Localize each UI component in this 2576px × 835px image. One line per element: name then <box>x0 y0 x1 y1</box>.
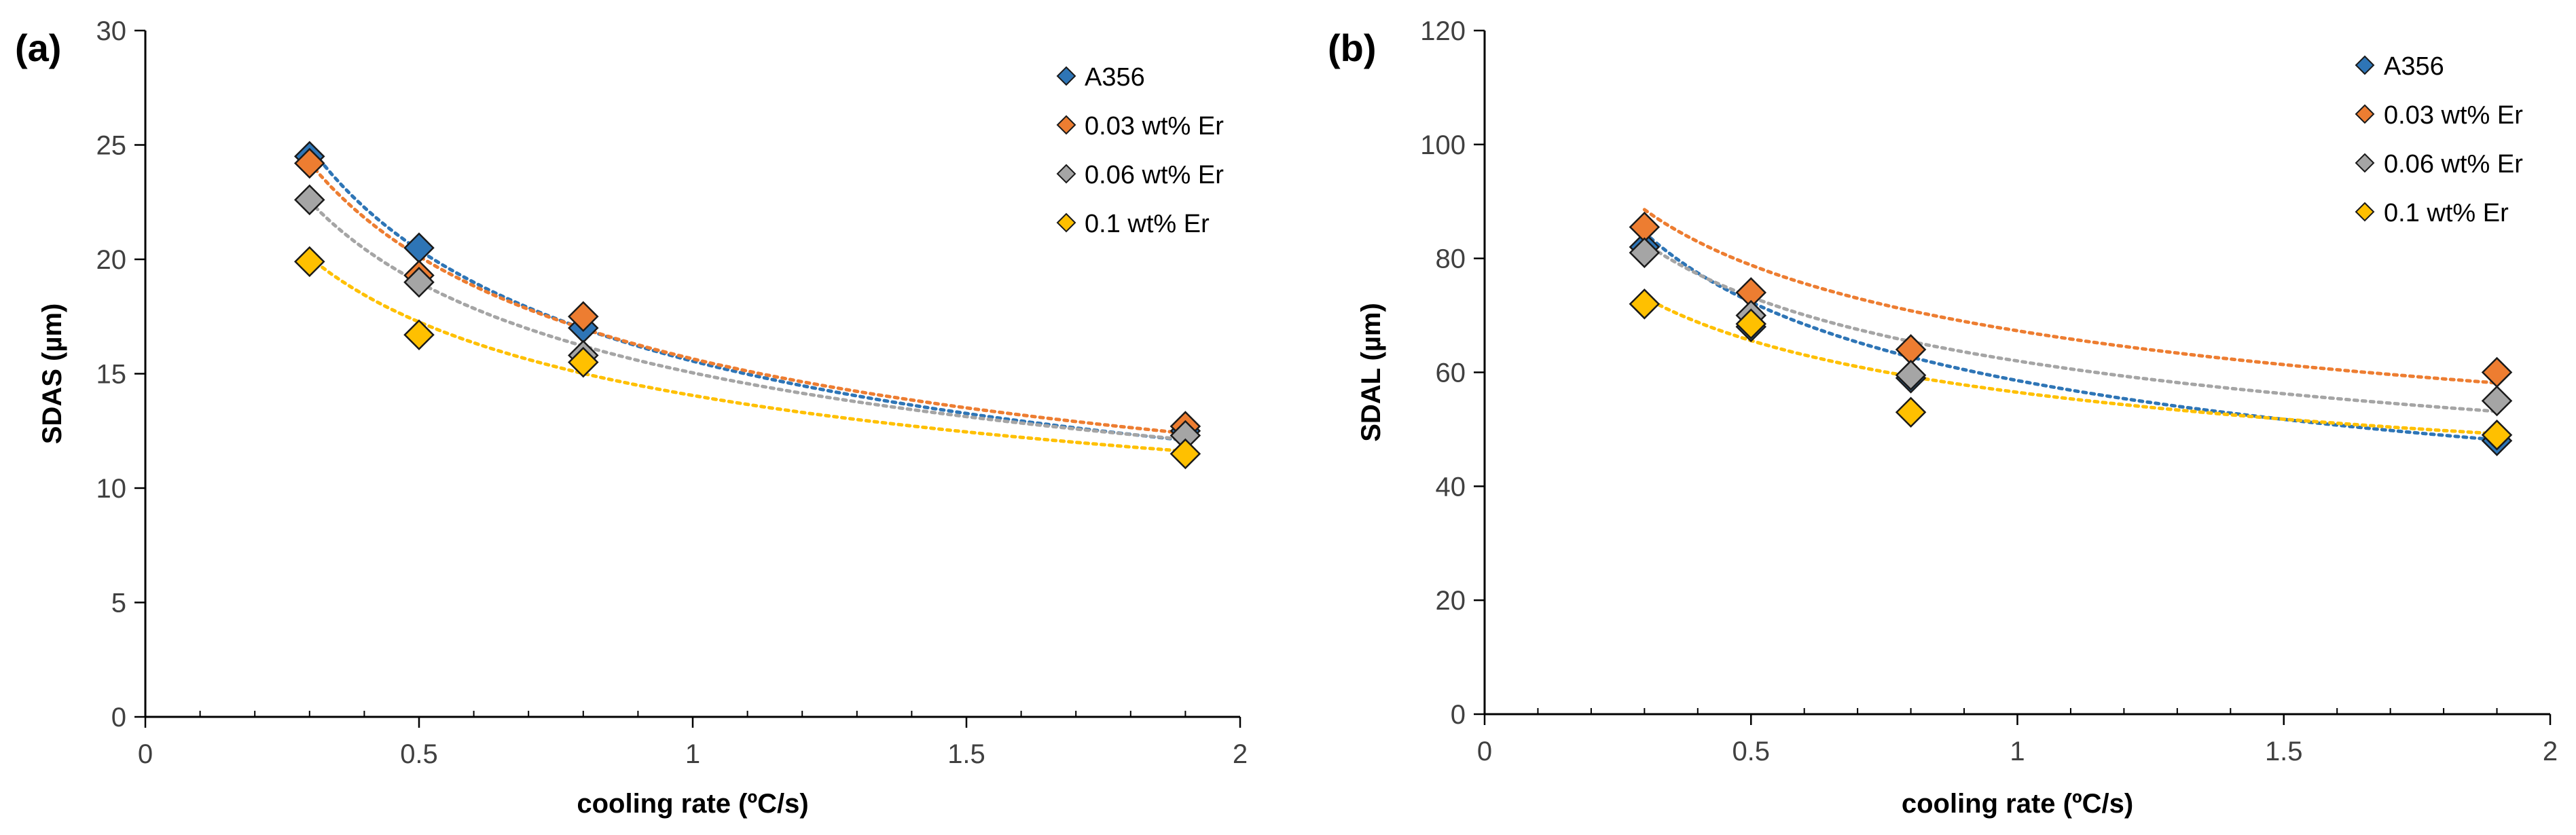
y-tick-label: 30 <box>96 16 127 46</box>
x-tick-label: 2 <box>2543 737 2558 766</box>
data-point-series-3 <box>1735 308 1767 339</box>
data-point-series-1 <box>294 147 325 179</box>
y-tick-label: 40 <box>1436 472 1466 502</box>
x-tick-label: 1.5 <box>947 739 985 769</box>
legend-label: 0.06 wt% Er <box>2384 150 2523 179</box>
data-point-series-2 <box>1629 237 1661 269</box>
data-point-series-2 <box>2481 385 2513 417</box>
legend-label: 0.03 wt% Er <box>1085 112 1224 141</box>
legend-marker-series-2 <box>2355 153 2375 173</box>
y-axis-title: SDAL (µm) <box>1356 303 1386 442</box>
legend-label: 0.1 wt% Er <box>2384 199 2509 227</box>
chart-panel-b: (b) 0 20 40 60 80 100 120 0 0.5 1 1.5 2 SDAL (µm) cool… <box>1328 16 2558 819</box>
chart-panel-a: (a) 0 5 10 15 20 25 30 0 0.5 1 1.5 2 SDAS (µm) cooling… <box>15 16 1248 819</box>
legend-marker-series-1 <box>1056 115 1076 135</box>
legend-label: 0.1 wt% Er <box>1085 210 1210 238</box>
trendline-series-1 <box>308 161 1187 435</box>
x-tick-label: 1 <box>2010 737 2025 766</box>
y-tick-label: 15 <box>96 360 127 390</box>
legend-label: A356 <box>2384 52 2444 81</box>
legend-marker-series-0 <box>2355 55 2375 75</box>
data-point-series-3 <box>1169 438 1201 470</box>
y-tick-label: 100 <box>1420 130 1466 160</box>
y-tick-label: 20 <box>96 245 127 275</box>
y-tick-label: 60 <box>1436 358 1466 388</box>
x-tick-label: 1.5 <box>2265 737 2303 766</box>
legend-marker-series-3 <box>1056 212 1076 233</box>
data-point-series-3 <box>294 246 325 278</box>
data-point-series-2 <box>294 184 325 216</box>
trendline-series-0 <box>1642 231 2499 442</box>
legend-marker-series-3 <box>2355 202 2375 222</box>
legend-label: 0.06 wt% Er <box>1085 161 1224 189</box>
x-tick-label: 0.5 <box>400 739 438 769</box>
y-tick-label: 10 <box>96 474 127 504</box>
x-tick-label: 0 <box>1477 737 1492 766</box>
legend-marker-series-1 <box>2355 104 2375 124</box>
panel-label: (a) <box>15 26 61 69</box>
legend-label: 0.03 wt% Er <box>2384 101 2523 130</box>
x-tick-label: 0 <box>138 739 153 769</box>
data-point-series-3 <box>2481 420 2513 451</box>
panel-label: (b) <box>1328 26 1377 69</box>
y-tick-label: 80 <box>1436 244 1466 274</box>
y-tick-label: 0 <box>1451 700 1466 730</box>
trendline-series-2 <box>1642 240 2499 413</box>
legend-marker-series-0 <box>1056 66 1076 86</box>
x-axis-title: cooling rate (ºC/s) <box>577 789 808 819</box>
trendline-series-3 <box>308 255 1187 453</box>
y-tick-label: 0 <box>111 703 126 732</box>
y-tick-label: 5 <box>111 589 126 618</box>
data-point-series-3 <box>1629 289 1661 320</box>
trendline-series-0 <box>308 145 1187 442</box>
trendline-series-1 <box>1642 208 2499 385</box>
y-tick-label: 120 <box>1420 16 1466 46</box>
data-point-series-3 <box>1895 396 1927 428</box>
x-tick-label: 0.5 <box>1732 737 1770 766</box>
data-point-series-1 <box>568 301 599 333</box>
x-tick-label: 2 <box>1233 739 1248 769</box>
y-axis-title: SDAS (µm) <box>37 303 67 445</box>
trendline-series-2 <box>308 199 1187 441</box>
data-point-series-3 <box>403 319 435 350</box>
y-tick-label: 20 <box>1436 586 1466 616</box>
data-point-series-3 <box>568 346 599 378</box>
legend-label: A356 <box>1085 63 1145 92</box>
x-tick-label: 1 <box>685 739 700 769</box>
legend-marker-series-2 <box>1056 164 1076 184</box>
trendline-series-3 <box>1642 295 2499 436</box>
y-tick-label: 25 <box>96 131 127 161</box>
x-axis-title: cooling rate (ºC/s) <box>1902 789 2133 819</box>
data-point-series-2 <box>403 266 435 298</box>
data-point-series-2 <box>1895 359 1927 391</box>
